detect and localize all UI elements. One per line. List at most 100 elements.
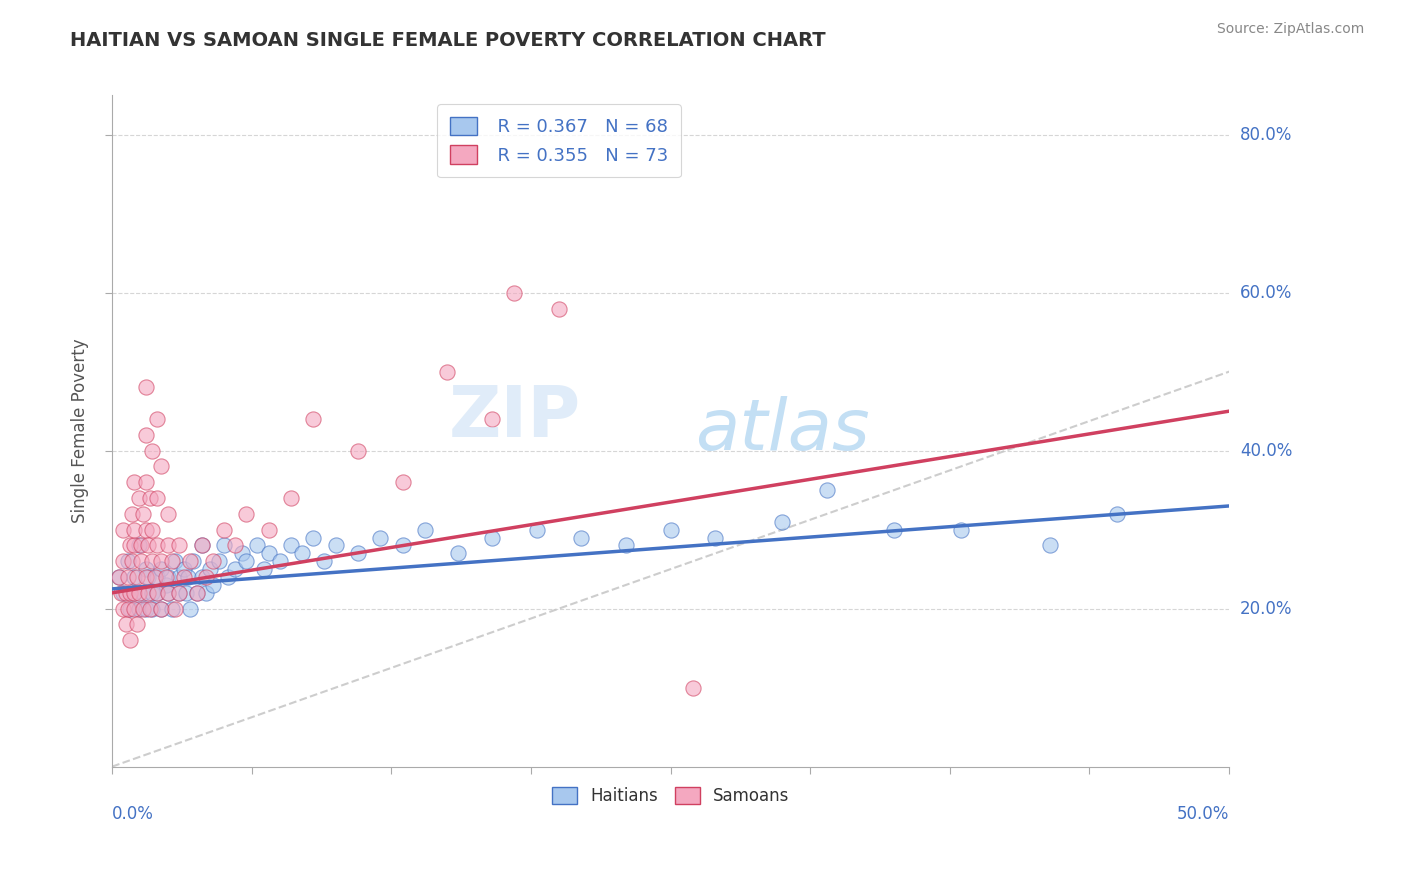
Point bbox=[112, 554, 135, 568]
Point bbox=[173, 562, 195, 576]
Point bbox=[883, 523, 905, 537]
Point bbox=[269, 554, 291, 568]
Point bbox=[156, 507, 179, 521]
Point bbox=[291, 546, 314, 560]
Point bbox=[135, 601, 157, 615]
Point bbox=[314, 554, 336, 568]
Point bbox=[1039, 538, 1062, 552]
Point bbox=[141, 554, 163, 568]
Point bbox=[150, 554, 173, 568]
Point bbox=[436, 365, 458, 379]
Point bbox=[815, 483, 838, 498]
Point bbox=[190, 570, 212, 584]
Point bbox=[156, 586, 179, 600]
Point bbox=[146, 491, 169, 505]
Point bbox=[118, 633, 141, 648]
Point bbox=[114, 617, 136, 632]
Point bbox=[141, 586, 163, 600]
Point bbox=[569, 531, 592, 545]
Point bbox=[135, 570, 157, 584]
Point bbox=[162, 554, 184, 568]
Point bbox=[280, 538, 302, 552]
Point bbox=[128, 491, 150, 505]
Point bbox=[150, 601, 173, 615]
Point bbox=[124, 538, 146, 552]
Point bbox=[194, 570, 217, 584]
Point bbox=[246, 538, 269, 552]
Point bbox=[235, 554, 257, 568]
Point bbox=[212, 538, 235, 552]
Text: 60.0%: 60.0% bbox=[1240, 284, 1292, 301]
Point bbox=[121, 507, 143, 521]
Point bbox=[190, 538, 212, 552]
Point bbox=[150, 562, 173, 576]
Legend: Haitians, Samoans: Haitians, Samoans bbox=[546, 780, 796, 812]
Point bbox=[125, 617, 148, 632]
Point bbox=[156, 570, 179, 584]
Point bbox=[481, 412, 503, 426]
Point bbox=[139, 601, 162, 615]
Point bbox=[121, 554, 143, 568]
Point bbox=[179, 554, 201, 568]
Point bbox=[347, 546, 370, 560]
Point bbox=[124, 586, 146, 600]
Point bbox=[201, 578, 224, 592]
Point bbox=[481, 531, 503, 545]
Text: Source: ZipAtlas.com: Source: ZipAtlas.com bbox=[1216, 22, 1364, 37]
Point bbox=[136, 570, 159, 584]
Point bbox=[128, 586, 150, 600]
Y-axis label: Single Female Poverty: Single Female Poverty bbox=[72, 339, 89, 524]
Point bbox=[257, 523, 280, 537]
Point bbox=[347, 443, 370, 458]
Point bbox=[108, 570, 131, 584]
Point bbox=[124, 586, 146, 600]
Point bbox=[659, 523, 682, 537]
Point bbox=[132, 507, 155, 521]
Point bbox=[368, 531, 391, 545]
Point bbox=[135, 428, 157, 442]
Point bbox=[118, 538, 141, 552]
Point bbox=[146, 412, 169, 426]
Point bbox=[108, 570, 131, 584]
Point bbox=[132, 586, 155, 600]
Point bbox=[146, 538, 169, 552]
Point bbox=[163, 601, 186, 615]
Point bbox=[224, 538, 246, 552]
Text: 0.0%: 0.0% bbox=[112, 805, 155, 823]
Point bbox=[117, 554, 139, 568]
Point bbox=[135, 380, 157, 394]
Text: atlas: atlas bbox=[695, 396, 869, 466]
Point bbox=[163, 554, 186, 568]
Point bbox=[302, 412, 325, 426]
Point bbox=[128, 601, 150, 615]
Point bbox=[503, 285, 526, 300]
Point bbox=[217, 570, 239, 584]
Point bbox=[704, 531, 727, 545]
Point bbox=[194, 586, 217, 600]
Point bbox=[135, 562, 157, 576]
Point bbox=[177, 570, 200, 584]
Point bbox=[190, 538, 212, 552]
Point bbox=[155, 570, 177, 584]
Point bbox=[224, 562, 246, 576]
Text: 40.0%: 40.0% bbox=[1240, 442, 1292, 459]
Point bbox=[682, 681, 704, 695]
Point bbox=[212, 523, 235, 537]
Point bbox=[146, 586, 169, 600]
Point bbox=[124, 601, 146, 615]
Text: 20.0%: 20.0% bbox=[1240, 599, 1292, 617]
Point bbox=[128, 538, 150, 552]
Point bbox=[391, 538, 413, 552]
Point bbox=[614, 538, 637, 552]
Point bbox=[117, 601, 139, 615]
Point bbox=[186, 586, 208, 600]
Point bbox=[136, 538, 159, 552]
Point bbox=[112, 523, 135, 537]
Point bbox=[186, 586, 208, 600]
Point bbox=[139, 491, 162, 505]
Point bbox=[167, 586, 190, 600]
Point bbox=[253, 562, 276, 576]
Point bbox=[174, 586, 197, 600]
Point bbox=[181, 554, 204, 568]
Text: ZIP: ZIP bbox=[449, 383, 581, 452]
